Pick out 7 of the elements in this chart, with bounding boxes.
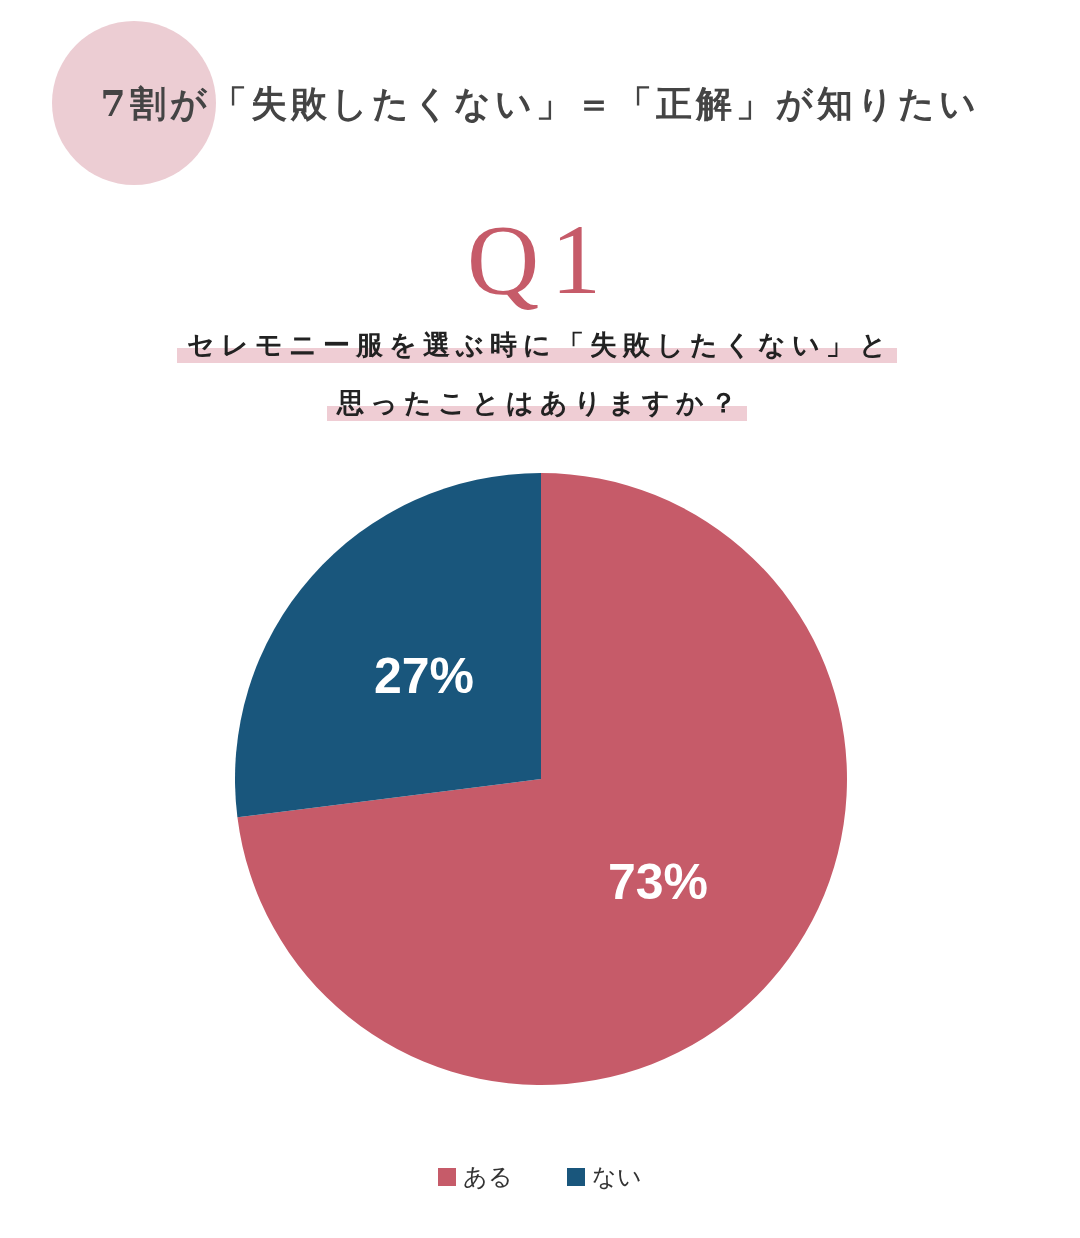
data-label: 73% xyxy=(607,854,709,911)
chart-title: 7割が「失敗したくない」＝「正解」が知りたい xyxy=(99,81,981,126)
legend-label: ある xyxy=(463,1163,513,1191)
text: Q1 xyxy=(465,204,615,315)
legend-label: ない xyxy=(592,1163,642,1191)
chart-subtitle: セレモニー服を選ぶ時に「失敗したくない」と思ったことはありますか？ xyxy=(186,328,894,420)
data-label: 27% xyxy=(373,647,475,704)
